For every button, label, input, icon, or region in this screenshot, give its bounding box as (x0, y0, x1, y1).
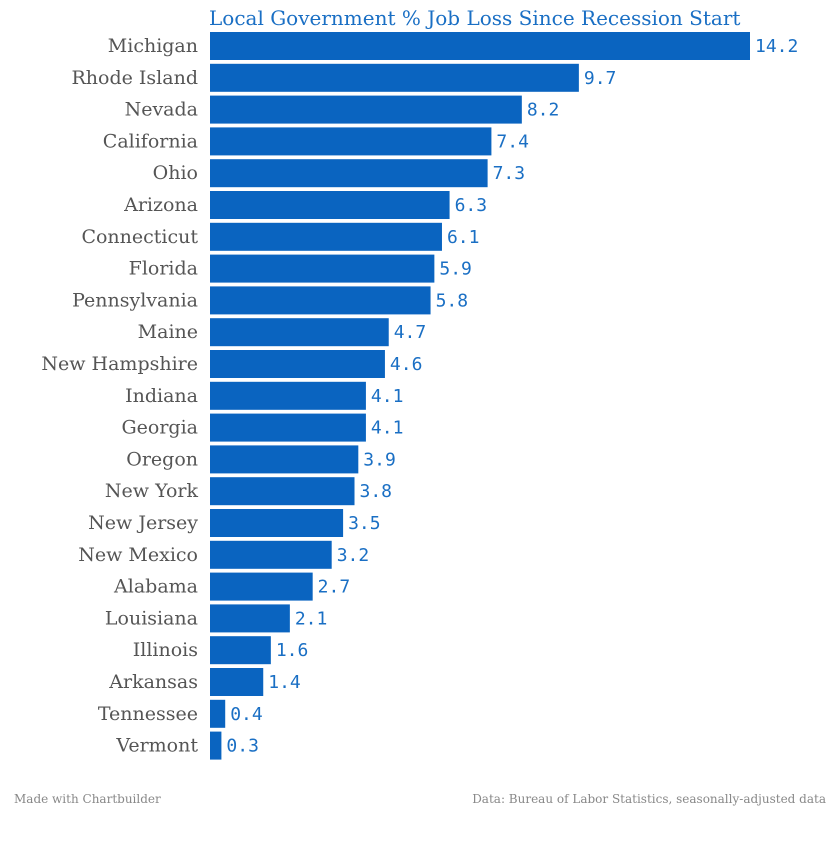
category-label-georgia: Georgia (121, 417, 198, 439)
bar-alabama (210, 572, 313, 601)
bar-oregon (210, 445, 359, 474)
value-label-alabama: 2.7 (318, 577, 351, 598)
value-labels-group: 14.2 9.7 8.2 7.4 7.36.3 6.1 5.9 5.8 4.7 4.6 4.1 4.1… (226, 36, 798, 757)
bar-florida (210, 254, 435, 283)
bar-nevada (210, 95, 522, 124)
bars-group (210, 32, 750, 760)
value-label-arizona: 6.3 (455, 195, 488, 216)
category-label-california: California (103, 130, 198, 152)
bar-illinois (210, 636, 271, 665)
category-label-michigan: Michigan (108, 35, 198, 57)
value-label-nevada: 8.2 (527, 100, 560, 121)
bar-indiana (210, 381, 366, 410)
category-label-new-york: New York (105, 480, 199, 502)
category-label-new-mexico: New Mexico (78, 544, 198, 566)
value-label-pennsylvania: 5.8 (436, 290, 469, 311)
footer-source: Data: Bureau of Labor Statistics, season… (472, 792, 826, 806)
value-label-oregon: 3.9 (363, 449, 396, 470)
category-label-maine: Maine (138, 321, 198, 343)
category-label-new-hampshire: New Hampshire (41, 353, 198, 375)
category-labels-group: Michigan Rhode Island Nevada California Ohio… (41, 35, 198, 757)
bar-tennessee (210, 699, 226, 728)
value-label-tennessee: 0.4 (230, 704, 263, 725)
chart-title: Local Government % Job Loss Since Recess… (209, 6, 740, 30)
bar-pennsylvania (210, 286, 431, 315)
category-label-louisiana: Louisiana (105, 607, 198, 629)
value-label-new-york: 3.8 (360, 481, 393, 502)
footer-credit: Made with Chartbuilder (14, 792, 161, 806)
category-label-ohio: Ohio (153, 162, 198, 184)
value-label-maine: 4.7 (394, 322, 427, 343)
category-label-illinois: Illinois (133, 639, 198, 661)
bar-new-mexico (210, 540, 332, 569)
value-label-new-hampshire: 4.6 (390, 354, 423, 375)
value-label-georgia: 4.1 (371, 418, 404, 439)
category-label-rhode-island: Rhode Island (72, 67, 199, 89)
category-label-tennessee: Tennessee (98, 703, 198, 725)
bar-arkansas (210, 668, 264, 696)
value-label-vermont: 0.3 (226, 736, 259, 757)
value-label-florida: 5.9 (439, 259, 472, 280)
bar-chart: Local Government % Job Loss Since Recess… (41, 6, 798, 760)
bar-maine (210, 318, 389, 347)
category-label-nevada: Nevada (125, 99, 198, 121)
bar-rhode-island (210, 63, 579, 92)
category-label-arkansas: Arkansas (108, 671, 198, 693)
value-label-rhode-island: 9.7 (584, 68, 617, 89)
category-label-arizona: Arizona (123, 194, 198, 216)
bar-georgia (210, 413, 366, 442)
bar-connecticut (210, 222, 442, 251)
category-label-alabama: Alabama (113, 576, 198, 598)
bar-arizona (210, 191, 450, 219)
category-label-new-jersey: New Jersey (88, 512, 198, 534)
category-label-oregon: Oregon (126, 448, 198, 470)
value-label-ohio: 7.3 (493, 163, 526, 184)
bar-new-hampshire (210, 350, 385, 378)
value-label-indiana: 4.1 (371, 386, 404, 407)
value-label-new-jersey: 3.5 (348, 513, 381, 534)
bar-new-york (210, 477, 355, 506)
category-label-pennsylvania: Pennsylvania (72, 289, 198, 311)
bar-new-jersey (210, 509, 344, 537)
bar-louisiana (210, 604, 290, 633)
category-label-connecticut: Connecticut (81, 226, 198, 248)
category-label-indiana: Indiana (125, 385, 198, 407)
bar-michigan (210, 32, 750, 60)
bar-ohio (210, 159, 488, 188)
value-label-new-mexico: 3.2 (337, 545, 370, 566)
value-label-california: 7.4 (496, 131, 529, 152)
value-label-michigan: 14.2 (755, 36, 798, 57)
value-label-illinois: 1.6 (276, 640, 309, 661)
category-label-florida: Florida (129, 258, 198, 280)
value-label-arkansas: 1.4 (268, 672, 301, 693)
category-label-vermont: Vermont (115, 735, 198, 757)
bar-california (210, 127, 492, 156)
value-label-connecticut: 6.1 (447, 227, 480, 248)
bar-vermont (210, 731, 222, 760)
value-label-louisiana: 2.1 (295, 608, 328, 629)
